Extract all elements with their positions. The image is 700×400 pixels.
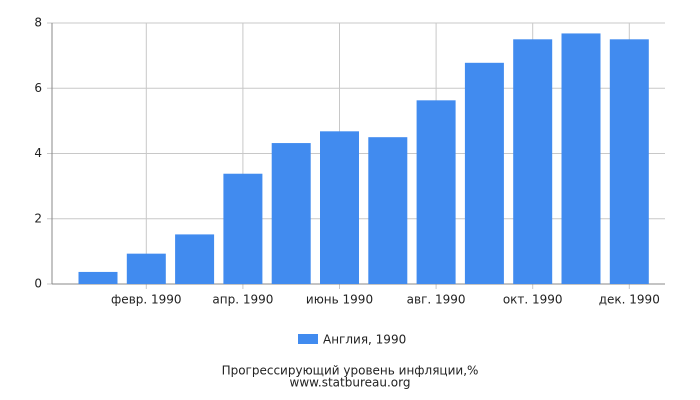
x-tick-label: февр. 1990 bbox=[111, 293, 182, 307]
legend-swatch bbox=[298, 334, 318, 344]
bar bbox=[561, 33, 601, 284]
x-tick-label: дек. 1990 bbox=[599, 293, 660, 307]
x-tick-label: окт. 1990 bbox=[503, 293, 563, 307]
bar bbox=[464, 62, 504, 284]
bar bbox=[609, 39, 649, 284]
x-tick-label: апр. 1990 bbox=[212, 293, 273, 307]
y-tick-label: 8 bbox=[34, 16, 42, 30]
bar bbox=[78, 271, 118, 284]
y-tick-label: 6 bbox=[34, 81, 42, 95]
bar bbox=[320, 131, 359, 284]
legend-label: Англия, 1990 bbox=[323, 333, 406, 347]
chart-title: Прогрессирующий уровень инфляции,% bbox=[222, 364, 479, 378]
bar bbox=[223, 173, 263, 284]
bar bbox=[271, 143, 311, 284]
y-tick-label: 0 bbox=[34, 277, 42, 291]
bar bbox=[368, 137, 408, 284]
bar bbox=[416, 100, 456, 284]
bar bbox=[175, 234, 215, 284]
bar bbox=[126, 253, 166, 284]
bar bbox=[513, 39, 553, 284]
x-tick-label: авг. 1990 bbox=[407, 293, 466, 307]
y-tick-label: 2 bbox=[34, 211, 42, 225]
chart-subtitle: www.statbureau.org bbox=[290, 376, 411, 390]
x-tick-label: июнь 1990 bbox=[306, 293, 373, 307]
y-tick-label: 4 bbox=[34, 146, 42, 160]
